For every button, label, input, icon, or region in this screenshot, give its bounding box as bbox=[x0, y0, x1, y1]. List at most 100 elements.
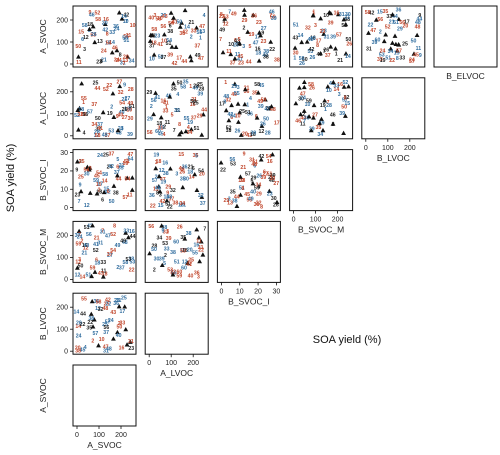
triangle-marker bbox=[220, 49, 226, 55]
point-label: 31 bbox=[249, 158, 255, 164]
y-tick-label: 0 bbox=[64, 133, 68, 140]
point-label: 8 bbox=[260, 205, 263, 211]
point-label: 1 bbox=[312, 9, 315, 15]
point-label: 59 bbox=[90, 266, 96, 272]
x-tick-label: 200 bbox=[332, 217, 344, 224]
triangle-marker bbox=[383, 32, 389, 37]
point-label: 11 bbox=[127, 193, 133, 199]
point-label: 49 bbox=[231, 92, 237, 98]
point-label: 11 bbox=[196, 238, 202, 244]
point-label: 49 bbox=[248, 197, 254, 203]
point-label: 56 bbox=[230, 157, 236, 163]
triangle-marker bbox=[245, 29, 251, 34]
point-label: 11 bbox=[153, 187, 159, 193]
triangle-marker bbox=[180, 184, 186, 190]
point-label: 20 bbox=[242, 131, 248, 137]
point-label: 53 bbox=[162, 241, 168, 247]
point-label: 10 bbox=[323, 13, 329, 19]
point-label: 20 bbox=[76, 320, 82, 326]
point-label: 48 bbox=[269, 178, 275, 184]
point-label: 37 bbox=[191, 115, 197, 121]
point-label: 18 bbox=[124, 106, 130, 112]
diagonal-panel-B_SVOC_I: 0 10 20 30B_SVOC_I bbox=[216, 220, 281, 306]
point-label: 30 bbox=[271, 196, 277, 202]
point-label: 51 bbox=[165, 201, 171, 207]
point-label: 26 bbox=[91, 32, 97, 38]
point-label: 34 bbox=[179, 201, 185, 207]
triangle-marker bbox=[308, 127, 314, 133]
scatter-panel-r0-c0: 5089168245813152421584634101234463111878… bbox=[72, 5, 137, 68]
point-label: 12 bbox=[259, 129, 265, 135]
point-label: 14 bbox=[109, 40, 115, 46]
point-label: 54 bbox=[96, 170, 102, 176]
point-label: 18 bbox=[256, 51, 262, 57]
triangle-marker bbox=[76, 127, 81, 132]
point-label: 50 bbox=[341, 105, 347, 111]
point-label: 37 bbox=[97, 122, 103, 128]
x-tick-label: 0 bbox=[147, 360, 151, 367]
point-label: 39 bbox=[127, 132, 133, 138]
point-label: 34 bbox=[255, 183, 261, 189]
point-label: 41 bbox=[97, 126, 103, 132]
point-label: 9 bbox=[261, 30, 264, 36]
point-label: 37 bbox=[109, 151, 115, 157]
point-label: 17 bbox=[187, 260, 193, 266]
point-label: 39 bbox=[328, 20, 334, 26]
point-label: 47 bbox=[300, 91, 306, 97]
point-label: 6 bbox=[263, 170, 266, 176]
point-label: 1 bbox=[246, 103, 249, 109]
point-label: 2 bbox=[118, 321, 121, 327]
point-label: 32 bbox=[198, 193, 204, 199]
triangle-marker bbox=[192, 171, 198, 177]
point-label: 7 bbox=[173, 128, 176, 134]
point-label: 41 bbox=[186, 262, 192, 268]
point-label: 38 bbox=[88, 316, 94, 322]
point-label: 25 bbox=[104, 302, 110, 308]
point-label: 56 bbox=[151, 98, 157, 104]
point-label: 39 bbox=[174, 108, 180, 114]
point-label: 26 bbox=[122, 107, 128, 113]
point-label: 36 bbox=[113, 301, 119, 307]
triangle-marker bbox=[242, 86, 248, 92]
point-label: 51 bbox=[129, 104, 135, 110]
triangle-marker bbox=[414, 32, 420, 38]
point-label: 8 bbox=[100, 59, 103, 65]
point-label: 58 bbox=[166, 195, 172, 201]
point-label: 23 bbox=[75, 193, 81, 199]
point-label: 56 bbox=[148, 224, 154, 230]
point-label: 9 bbox=[418, 13, 421, 19]
triangle-marker bbox=[237, 40, 243, 46]
point-label: 29 bbox=[224, 198, 230, 204]
point-label: 15 bbox=[394, 50, 400, 56]
triangle-marker bbox=[341, 84, 347, 89]
point-label: 20 bbox=[102, 20, 108, 26]
point-label: 3 bbox=[338, 92, 341, 98]
point-label: 5 bbox=[248, 44, 251, 50]
scatter-panel-r1-c3: 2759114657143339412630239447247164632136… bbox=[289, 77, 354, 140]
panel-frame bbox=[289, 5, 354, 68]
point-label: 39 bbox=[250, 130, 256, 136]
point-label: 50 bbox=[345, 37, 351, 43]
x-outer-label: SOA yield (%) bbox=[313, 334, 381, 346]
point-label: 11 bbox=[175, 108, 181, 114]
triangle-marker bbox=[343, 21, 349, 27]
point-label: 44 bbox=[392, 14, 398, 20]
point-label: 33 bbox=[100, 260, 106, 266]
point-label: 32 bbox=[118, 90, 124, 96]
point-label: 58 bbox=[190, 99, 196, 105]
point-label: 5 bbox=[116, 157, 119, 163]
point-label: 32 bbox=[98, 307, 104, 313]
point-label: 26 bbox=[309, 55, 315, 61]
point-label: 21 bbox=[119, 163, 125, 169]
point-label: 4 bbox=[84, 345, 87, 351]
point-label: 14 bbox=[102, 178, 108, 184]
point-label: 8 bbox=[241, 186, 244, 192]
point-label: 28 bbox=[326, 103, 332, 109]
point-label: 21 bbox=[94, 236, 100, 242]
point-label: 21 bbox=[121, 97, 127, 103]
point-label: 36 bbox=[304, 115, 310, 121]
point-label: 13 bbox=[199, 29, 205, 35]
y-tick-label: 20 bbox=[60, 168, 68, 175]
